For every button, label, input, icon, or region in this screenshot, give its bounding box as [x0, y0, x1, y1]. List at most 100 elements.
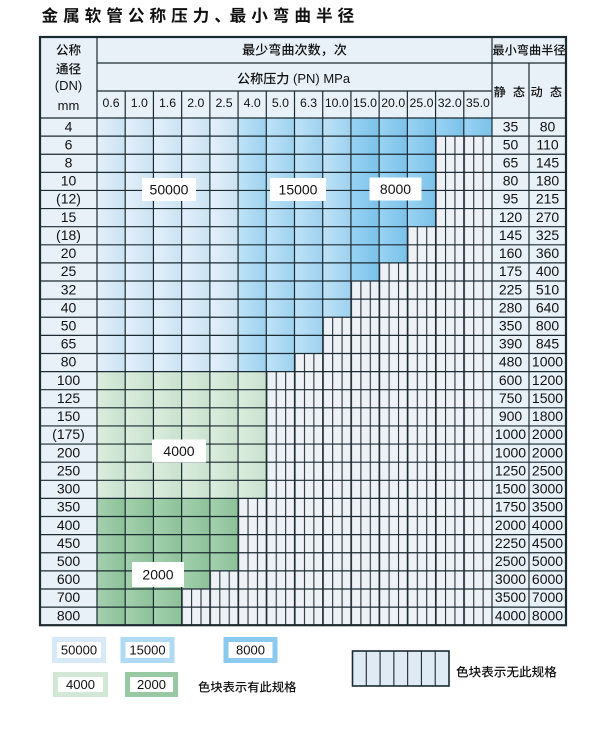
- svg-text:65: 65: [61, 336, 77, 352]
- svg-text:480: 480: [499, 354, 523, 370]
- svg-text:1250: 1250: [495, 462, 526, 478]
- svg-text:95: 95: [503, 191, 519, 207]
- svg-text:250: 250: [57, 462, 81, 478]
- svg-text:225: 225: [499, 281, 523, 297]
- svg-text:2000: 2000: [532, 426, 563, 442]
- svg-text:4000: 4000: [66, 677, 95, 692]
- svg-text:1000: 1000: [495, 444, 526, 460]
- svg-text:15000: 15000: [279, 181, 318, 197]
- svg-text:(175): (175): [52, 426, 85, 442]
- svg-text:800: 800: [536, 318, 560, 334]
- svg-text:65: 65: [503, 155, 519, 171]
- svg-text:25: 25: [61, 263, 77, 279]
- svg-text:8000: 8000: [236, 643, 265, 658]
- svg-text:50000: 50000: [61, 643, 97, 658]
- svg-text:3500: 3500: [495, 589, 526, 605]
- svg-text:25.0: 25.0: [410, 96, 434, 110]
- svg-text:35: 35: [503, 118, 519, 134]
- svg-text:1000: 1000: [532, 354, 563, 370]
- svg-text:(12): (12): [56, 191, 81, 207]
- svg-text:390: 390: [499, 336, 523, 352]
- svg-text:270: 270: [536, 209, 560, 225]
- svg-text:5.0: 5.0: [272, 96, 289, 110]
- svg-text:2.0: 2.0: [187, 96, 204, 110]
- svg-text:4000: 4000: [495, 607, 526, 623]
- svg-text:300: 300: [57, 481, 81, 497]
- svg-text:50: 50: [61, 318, 77, 334]
- svg-text:180: 180: [536, 173, 560, 189]
- svg-text:360: 360: [536, 245, 560, 261]
- svg-text:800: 800: [57, 607, 81, 623]
- svg-text:20.0: 20.0: [381, 96, 405, 110]
- svg-text:2000: 2000: [495, 517, 526, 533]
- svg-text:7000: 7000: [532, 589, 563, 605]
- svg-text:145: 145: [536, 155, 560, 171]
- svg-text:4000: 4000: [532, 517, 563, 533]
- svg-text:1750: 1750: [495, 499, 526, 515]
- svg-text:40: 40: [61, 299, 77, 315]
- svg-text:600: 600: [57, 571, 81, 587]
- svg-text:175: 175: [499, 263, 523, 279]
- svg-text:2500: 2500: [532, 462, 563, 478]
- svg-text:1500: 1500: [495, 481, 526, 497]
- svg-text:1000: 1000: [495, 426, 526, 442]
- svg-text:600: 600: [499, 372, 523, 388]
- svg-text:3000: 3000: [495, 571, 526, 587]
- svg-text:1.6: 1.6: [159, 96, 176, 110]
- svg-text:640: 640: [536, 299, 560, 315]
- svg-text:2000: 2000: [137, 677, 166, 692]
- svg-text:900: 900: [499, 408, 523, 424]
- svg-text:6.3: 6.3: [300, 96, 317, 110]
- svg-text:15.0: 15.0: [353, 96, 377, 110]
- svg-text:845: 845: [536, 336, 560, 352]
- svg-text:100: 100: [57, 372, 81, 388]
- svg-text:510: 510: [536, 281, 560, 297]
- svg-text:50: 50: [503, 136, 519, 152]
- svg-text:1.0: 1.0: [131, 96, 148, 110]
- svg-text:5000: 5000: [532, 553, 563, 569]
- svg-text:750: 750: [499, 390, 523, 406]
- svg-text:50000: 50000: [150, 181, 189, 197]
- svg-text:10.0: 10.0: [325, 96, 349, 110]
- svg-text:150: 150: [57, 408, 81, 424]
- svg-text:8000: 8000: [532, 607, 563, 623]
- svg-text:8: 8: [65, 155, 73, 171]
- svg-text:1800: 1800: [532, 408, 563, 424]
- svg-text:15: 15: [61, 209, 77, 225]
- svg-text:2500: 2500: [495, 553, 526, 569]
- svg-text:400: 400: [57, 517, 81, 533]
- svg-text:3000: 3000: [532, 481, 563, 497]
- svg-text:80: 80: [61, 354, 77, 370]
- svg-text:400: 400: [536, 263, 560, 279]
- svg-text:(DN): (DN): [55, 78, 82, 93]
- svg-text:2000: 2000: [532, 444, 563, 460]
- svg-text:80: 80: [540, 118, 556, 134]
- svg-text:145: 145: [499, 227, 523, 243]
- svg-text:500: 500: [57, 553, 81, 569]
- svg-text:6: 6: [65, 136, 73, 152]
- svg-text:80: 80: [503, 173, 519, 189]
- svg-text:3500: 3500: [532, 499, 563, 515]
- svg-text:32.0: 32.0: [438, 96, 462, 110]
- svg-text:160: 160: [499, 245, 523, 261]
- svg-text:350: 350: [57, 499, 81, 515]
- svg-text:325: 325: [536, 227, 560, 243]
- svg-text:(PN) MPa: (PN) MPa: [293, 71, 351, 86]
- svg-text:1500: 1500: [532, 390, 563, 406]
- svg-text:35.0: 35.0: [466, 96, 490, 110]
- svg-text:110: 110: [536, 136, 559, 152]
- svg-text:6000: 6000: [532, 571, 563, 587]
- svg-text:200: 200: [57, 444, 81, 460]
- svg-text:215: 215: [536, 191, 560, 207]
- svg-text:4500: 4500: [532, 535, 563, 551]
- svg-text:700: 700: [57, 589, 81, 605]
- svg-text:350: 350: [499, 318, 523, 334]
- svg-text:(18): (18): [56, 227, 81, 243]
- svg-text:2.5: 2.5: [215, 96, 232, 110]
- svg-text:125: 125: [57, 390, 81, 406]
- svg-text:450: 450: [57, 535, 81, 551]
- svg-text:2250: 2250: [495, 535, 526, 551]
- svg-text:1200: 1200: [532, 372, 563, 388]
- svg-text:2000: 2000: [142, 566, 173, 582]
- svg-text:15000: 15000: [129, 643, 165, 658]
